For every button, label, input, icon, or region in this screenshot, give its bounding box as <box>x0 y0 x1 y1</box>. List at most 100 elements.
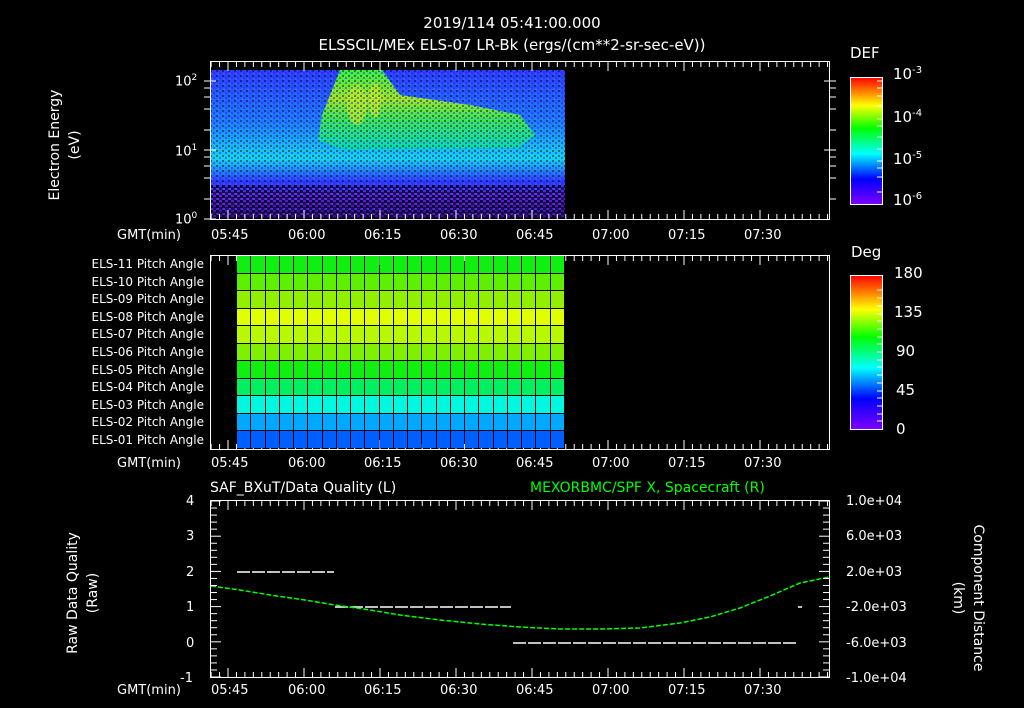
pitch-angle-cell <box>507 308 522 326</box>
pitch-angle-cell <box>322 326 336 343</box>
time-tick-label: 07:00 <box>592 683 630 698</box>
pitch-angle-cell <box>308 326 322 343</box>
panel3-ylabel-left: Raw Data Quality (Raw) <box>65 508 101 678</box>
pitch-angle-cell <box>379 291 393 308</box>
pitch-angle-cell <box>251 256 265 273</box>
pitch-angle-cell <box>493 326 507 343</box>
pitch-angle-cell <box>322 378 336 396</box>
time-tick-label: 07:15 <box>668 683 706 698</box>
pitch-angle-cell <box>479 273 493 291</box>
pitch-angle-cell <box>522 256 536 273</box>
pitch-angle-cell <box>393 431 408 448</box>
pitch-angle-cell <box>479 326 493 343</box>
time-tick-label: 06:15 <box>364 228 402 243</box>
pitch-angle-cell <box>450 396 465 413</box>
pitch-angle-cell <box>279 308 294 326</box>
pitch-angle-cell <box>393 343 408 361</box>
ytick-1e0: 100 <box>175 211 198 228</box>
pitch-angle-cell <box>550 308 564 326</box>
colorbar1-title: DEF <box>850 44 880 62</box>
pitch-angle-cell <box>379 431 393 448</box>
pitch-angle-cell <box>536 361 550 378</box>
pitch-angle-cell <box>379 308 393 326</box>
pitch-angle-cell <box>265 326 279 343</box>
pitch-angle-cell <box>294 378 308 396</box>
pitch-angle-cell <box>436 361 450 378</box>
pitch-angle-cell <box>365 396 379 413</box>
ytick-left: 0 <box>186 636 195 651</box>
pitch-angle-cell <box>251 431 265 448</box>
pitch-angle-cell <box>279 431 294 448</box>
pitch-angle-cell <box>393 413 408 431</box>
pitch-angle-cell <box>336 291 351 308</box>
pitch-angle-cell <box>465 308 479 326</box>
pitch-angle-row-label: ELS-08 Pitch Angle <box>91 309 204 324</box>
pitch-angle-cell <box>550 256 564 273</box>
ytick-right: -1.0e+04 <box>846 671 907 686</box>
pitch-angle-cell <box>493 343 507 361</box>
pitch-angle-cell <box>237 308 251 326</box>
pitch-angle-cell <box>393 378 408 396</box>
pitch-angle-cell <box>265 413 279 431</box>
time-tick-label: 05:45 <box>211 228 249 243</box>
pitch-angle-cell <box>507 396 522 413</box>
pitch-angle-cell <box>294 291 308 308</box>
pitch-angle-cell <box>522 291 536 308</box>
ytick-left: 2 <box>186 565 195 580</box>
time-tick-label: 06:45 <box>516 228 554 243</box>
pitch-angle-cell <box>536 343 550 361</box>
pitch-angle-cell <box>265 343 279 361</box>
ylabel-line1: Raw Data Quality <box>65 532 81 654</box>
pitch-angle-cell <box>479 396 493 413</box>
colorbar1-tick: 10-4 <box>893 108 923 126</box>
colorbar2-tick: 90 <box>896 342 916 360</box>
pitch-angle-cell <box>408 378 422 396</box>
pitch-angle-cell <box>393 326 408 343</box>
ylabel-line2: (Raw) <box>85 572 101 614</box>
pitch-angle-cell <box>536 378 550 396</box>
time-tick-label: 07:15 <box>668 456 706 471</box>
pitch-angle-cell <box>336 396 351 413</box>
pitch-angle-cell <box>393 291 408 308</box>
pitch-angle-cell <box>436 378 450 396</box>
pitch-angle-cell <box>450 273 465 291</box>
pitch-angle-cell <box>308 378 322 396</box>
pitch-angle-cell <box>351 273 365 291</box>
time-axis-panel1: GMT(min) 05:45 06:00 06:15 06:30 06:45 07:00 07… <box>0 229 1024 245</box>
pitch-angle-cell <box>322 291 336 308</box>
pitch-angle-cell <box>322 256 336 273</box>
pitch-angle-cell <box>308 256 322 273</box>
pitch-angle-cell <box>450 291 465 308</box>
pitch-angle-cell <box>408 326 422 343</box>
pitch-angle-cell <box>237 396 251 413</box>
pitch-angle-cell <box>450 326 465 343</box>
pitch-angle-cell <box>507 413 522 431</box>
ylabel-line2: (km) <box>950 581 966 615</box>
pitch-angle-cell <box>351 361 365 378</box>
pitch-angle-cell <box>493 308 507 326</box>
pitch-angle-cell <box>265 378 279 396</box>
pitch-angle-cell <box>436 273 450 291</box>
pitch-angle-cell <box>493 396 507 413</box>
pitch-angle-cell <box>408 308 422 326</box>
pitch-angle-cell <box>436 308 450 326</box>
pitch-angle-cell <box>479 308 493 326</box>
ytick-right: -2.0e+03 <box>846 600 907 615</box>
colorbar1-tick: 10-6 <box>893 191 923 209</box>
pitch-angle-cell <box>450 343 465 361</box>
ytick-left: 4 <box>186 494 195 509</box>
pitch-angle-cell <box>550 326 564 343</box>
pitch-angle-cell <box>322 273 336 291</box>
pitch-angle-cell <box>237 291 251 308</box>
pitch-angle-cell <box>279 361 294 378</box>
pitch-angle-cell <box>450 361 465 378</box>
pitch-angle-cell <box>536 431 550 448</box>
pitch-angle-cell <box>479 431 493 448</box>
pitch-angle-cell <box>550 378 564 396</box>
pitch-angle-cell <box>365 308 379 326</box>
pitch-angle-cell <box>465 326 479 343</box>
pitch-angle-cell <box>279 343 294 361</box>
pitch-angle-cell <box>422 256 436 273</box>
pitch-angle-cell <box>379 413 393 431</box>
pitch-angle-cell <box>522 396 536 413</box>
